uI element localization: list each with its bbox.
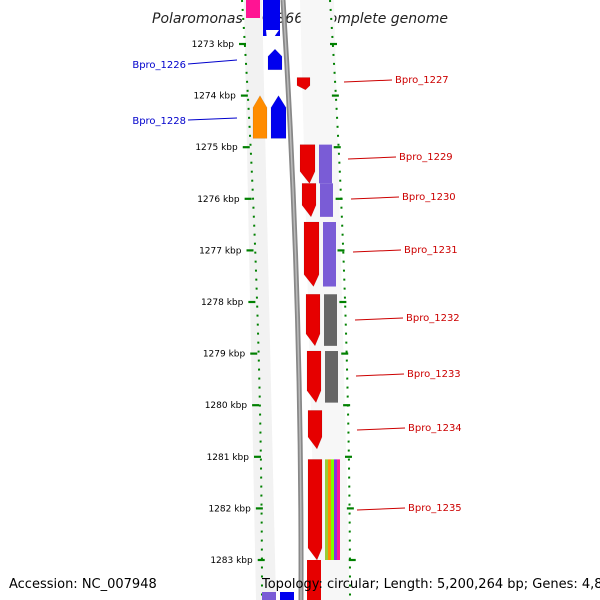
gene-partial-bottom-purple (262, 592, 276, 600)
genome-backbone-highlight (282, 0, 302, 600)
gene-label-bpro-1234: Bpro_1234 (408, 423, 462, 434)
gene-bpro-1229-paired (319, 144, 332, 184)
gene-label-bpro-1230: Bpro_1230 (402, 192, 456, 203)
gene-label-bpro-1232: Bpro_1232 (406, 313, 460, 324)
gene-label-bpro-1228: Bpro_1228 (132, 116, 186, 127)
genome-backbone (280, 0, 304, 600)
genome-summary-text: Topology: circular; Length: 5,200,264 bp… (262, 577, 600, 592)
gene-bpro-1230-paired (320, 183, 333, 217)
leader-line-right (356, 507, 406, 511)
gene-label-bpro-1231: Bpro_1231 (404, 245, 458, 256)
gene-bpro-1231-paired (323, 222, 336, 287)
gene-bpro-1235-stripe (328, 459, 331, 560)
tick-label: 1275 kbp (195, 143, 238, 153)
leader-line-left (187, 59, 238, 65)
gene-bpro-1232-paired (324, 294, 337, 346)
gene-bpro-1230-red (301, 183, 317, 218)
tick-label: 1280 kbp (205, 401, 248, 411)
gene-bpro-1233-red (306, 350, 322, 404)
leader-line-right (355, 373, 405, 377)
tick-label: 1276 kbp (197, 195, 240, 205)
gene-label-bpro-1235: Bpro_1235 (408, 503, 462, 514)
tick-label: 1283 kbp (210, 556, 253, 566)
tick-label: 1278 kbp (201, 298, 244, 308)
tick-label: 1281 kbp (207, 453, 250, 463)
gene-label-bpro-1226: Bpro_1226 (132, 60, 186, 71)
accession-text: Accession: NC_007948 (9, 577, 157, 592)
gene-bpro-1229-red (299, 144, 316, 184)
tick-label: 1282 kbp (208, 504, 251, 514)
gene-bpro-1232-red (305, 294, 321, 347)
map-title: Polaromonas sp. JS666, complete genome (152, 11, 448, 27)
gene-bpro-1234-red (307, 410, 323, 450)
gene-labels: Bpro_1226 Bpro_1228 Bpro_1227 Bpro_1229 Bpro… (132, 59, 462, 514)
gene-bpro-1227-red (296, 77, 311, 91)
tick-label: 1274 kbp (193, 92, 236, 102)
kbp-ruler: 1273 kbp 1274 kbp 1275 kbp 1276 kbp 1277 kbp… (192, 0, 356, 600)
leader-line-right (350, 196, 400, 200)
gene-partial-bottom-blue (280, 592, 294, 600)
tick-label: 1279 kbp (203, 350, 246, 360)
leader-line-right (352, 249, 402, 253)
gene-label-bpro-1229: Bpro_1229 (399, 152, 453, 163)
leader-line-right (356, 427, 406, 431)
gene-partial-bottom-red (307, 560, 321, 600)
gene-partial-top-blue (263, 0, 280, 36)
gene-bpro-1226-blue (267, 48, 283, 71)
gene-features (246, 0, 340, 600)
gene-bpro-1235-stripe (337, 459, 340, 560)
tick-label: 1277 kbp (199, 246, 242, 256)
gene-partial-top-magenta (246, 0, 260, 18)
gene-bpro-1228-orange (252, 95, 268, 139)
gene-bpro-1235-stripe (325, 459, 328, 560)
gene-bpro-1228-blue (270, 95, 287, 139)
gene-bpro-1235-stripe (331, 459, 334, 560)
leader-line-right (343, 79, 393, 83)
left-track-band (244, 0, 276, 600)
gene-bpro-1235-stripe (334, 459, 337, 560)
gene-bpro-1233-paired (325, 351, 338, 403)
gene-bpro-1235-red (307, 459, 323, 561)
leader-line-right (354, 317, 404, 321)
leader-line-left (187, 117, 238, 121)
gene-bpro-1231-red (303, 221, 320, 287)
leader-line-right (347, 156, 397, 160)
tick-label: 1273 kbp (192, 40, 235, 50)
gene-partial-gap (266, 30, 279, 40)
gene-label-bpro-1233: Bpro_1233 (407, 369, 461, 380)
gene-label-bpro-1227: Bpro_1227 (395, 75, 449, 86)
